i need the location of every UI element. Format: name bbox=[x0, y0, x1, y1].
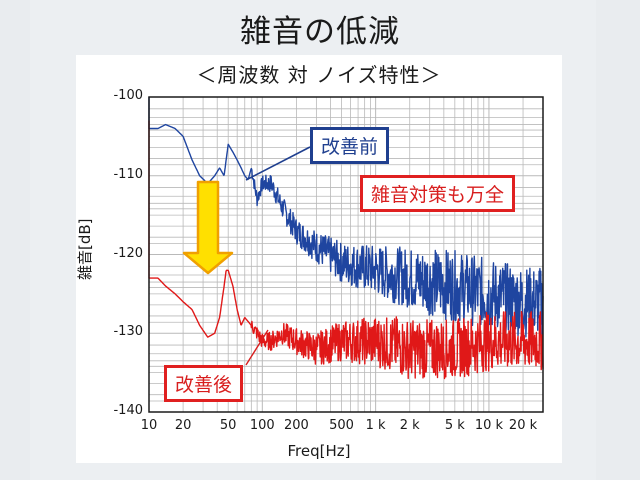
y-axis-title: 雑音[dB] bbox=[76, 218, 94, 280]
y-tick-label: -120 bbox=[113, 245, 143, 261]
page-title: 雑音の低減 bbox=[240, 14, 400, 50]
y-tick-label: -100 bbox=[113, 88, 143, 103]
x-tick-label: 500 bbox=[329, 418, 354, 433]
x-tick-label: 10 bbox=[140, 418, 158, 433]
x-tick-label: 50 bbox=[219, 418, 237, 433]
x-axis-title: Freq[Hz] bbox=[287, 442, 351, 460]
y-tick-label: -140 bbox=[113, 403, 143, 418]
series-after-line bbox=[148, 120, 544, 380]
callout-note: 雑音対策も万全 bbox=[360, 175, 516, 212]
x-tick-label: 10 k bbox=[474, 418, 504, 433]
chart-card: ＜周波数 対 ノイズ特性＞ -100 -110 -120 -130 -140 10 20 5… bbox=[76, 55, 562, 463]
x-tick-label: 20 bbox=[174, 418, 192, 433]
callout-before: 改善前 bbox=[310, 127, 390, 164]
chart-subtitle: ＜周波数 対 ノイズ特性＞ bbox=[196, 63, 442, 87]
y-tick-label: -130 bbox=[113, 324, 143, 340]
down-arrow-icon bbox=[182, 180, 234, 275]
x-tick-label: 20 k bbox=[508, 418, 538, 433]
plot-frame bbox=[148, 96, 544, 413]
x-tick-label: 100 bbox=[249, 418, 275, 433]
x-tick-label: 2 k bbox=[399, 418, 420, 433]
series-before-line bbox=[148, 97, 544, 338]
y-tick-label: -110 bbox=[113, 166, 143, 182]
callout-before-leader bbox=[245, 146, 311, 181]
callout-after: 改善後 bbox=[164, 365, 244, 402]
noise-chart bbox=[148, 96, 544, 413]
x-tick-label: 200 bbox=[284, 418, 309, 433]
callout-after-leader bbox=[245, 329, 269, 366]
x-tick-label: 1 k bbox=[365, 418, 386, 433]
x-tick-label: 5 k bbox=[444, 418, 465, 433]
